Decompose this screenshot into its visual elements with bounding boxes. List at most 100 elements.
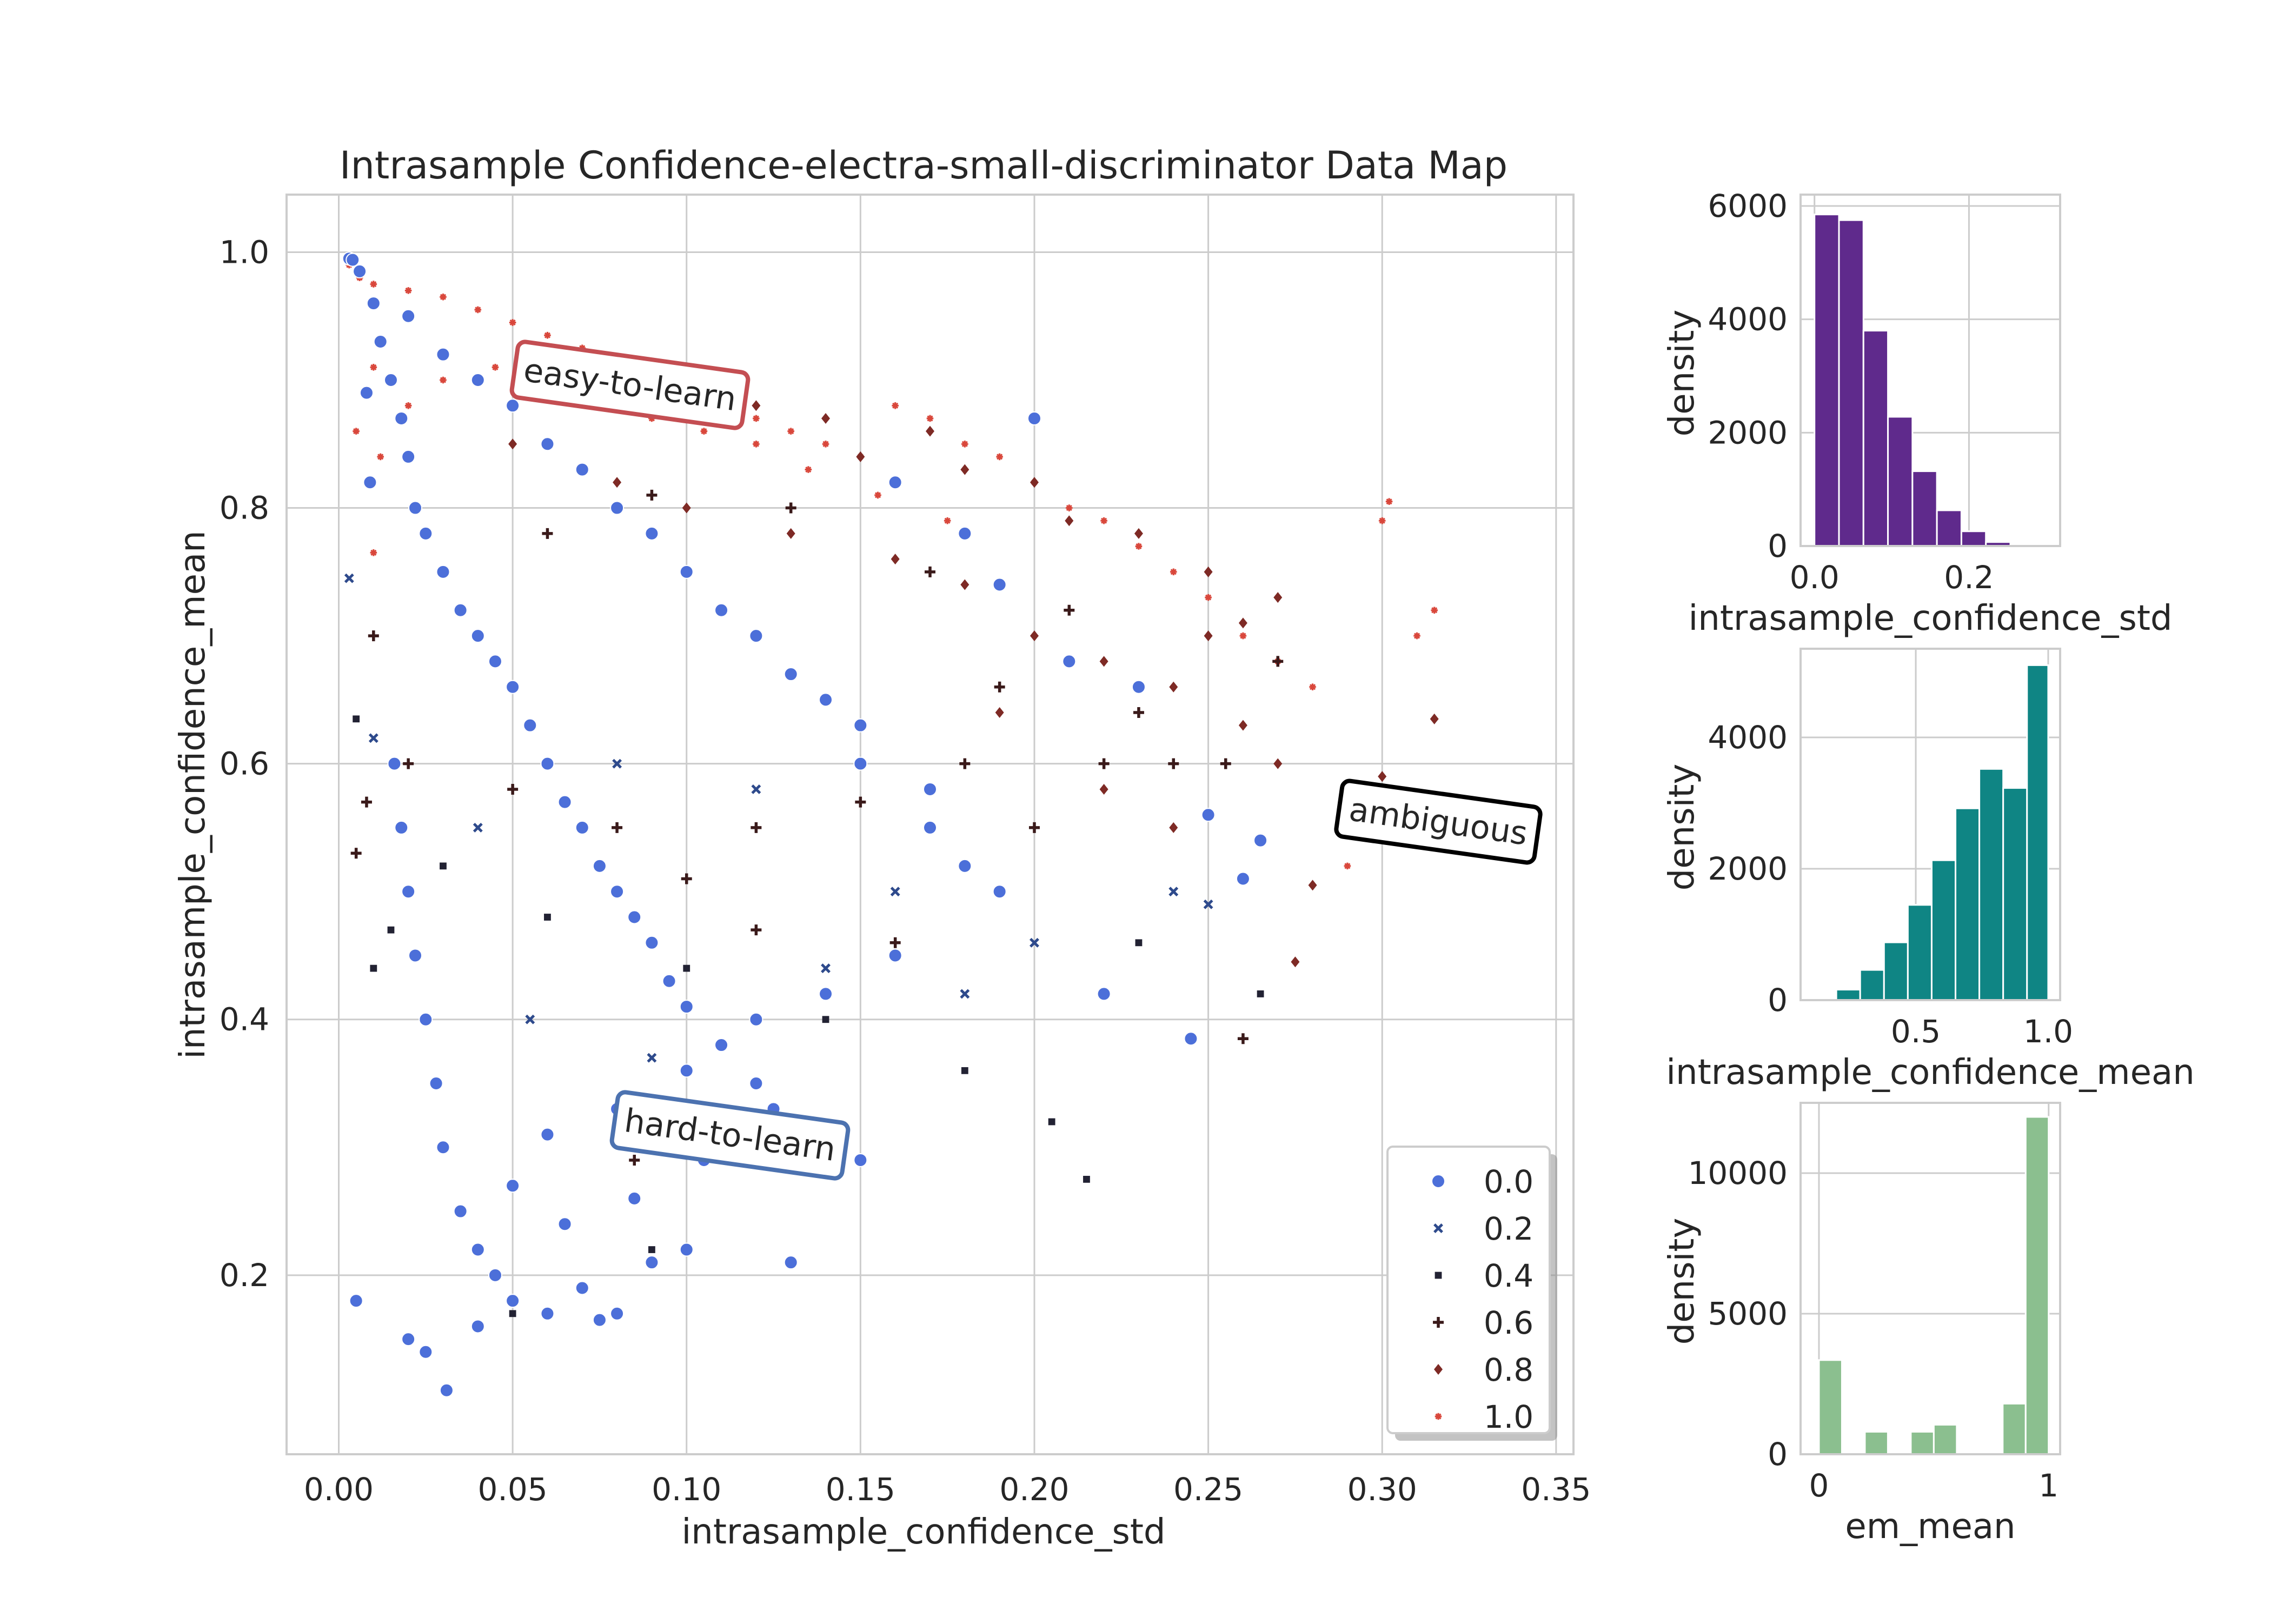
y-tick-label: 4000 [1708, 719, 1788, 756]
data-point [541, 757, 554, 770]
data-point [854, 757, 867, 770]
data-point-shape [993, 885, 1006, 898]
data-point [1066, 504, 1073, 511]
data-point [996, 454, 1003, 461]
data-point-shape [559, 1217, 572, 1230]
data-point-shape [402, 450, 415, 463]
data-point [944, 517, 951, 524]
data-point-shape [402, 310, 415, 323]
data-point-shape [1205, 594, 1212, 601]
data-point-shape [961, 441, 968, 448]
data-point-shape [753, 415, 760, 422]
legend-label: 0.6 [1484, 1304, 1533, 1341]
data-point [874, 492, 881, 499]
data-point [405, 402, 412, 409]
y-tick-label: 0.6 [220, 746, 269, 782]
histogram-bar [1819, 1360, 1842, 1454]
data-point [454, 1205, 467, 1218]
data-point [489, 1269, 502, 1282]
histogram-bar [1931, 860, 1955, 1000]
data-point [419, 527, 432, 540]
histogram-bar [1839, 220, 1863, 546]
data-point [377, 454, 384, 461]
data-point-shape [1083, 1176, 1090, 1183]
data-point-shape [715, 1039, 728, 1051]
data-point-shape [559, 796, 572, 809]
y-tick-label: 4000 [1708, 301, 1788, 338]
data-point-shape [1136, 543, 1143, 550]
histogram-bar [2027, 665, 2048, 1000]
data-point-shape [593, 860, 606, 873]
data-point [353, 428, 360, 435]
data-point-shape [576, 1281, 589, 1294]
data-point [683, 965, 690, 972]
data-point-shape [440, 377, 447, 384]
data-point [419, 1346, 432, 1359]
data-point [523, 719, 536, 732]
y-tick-label: 0.2 [220, 1257, 269, 1294]
data-point-shape [440, 294, 447, 301]
x-tick-label: 0.05 [478, 1471, 548, 1508]
data-point [854, 719, 867, 732]
data-point-shape [701, 428, 708, 435]
data-point-shape [683, 965, 690, 972]
data-point-shape [889, 476, 902, 489]
data-point [576, 463, 589, 476]
data-point-shape [1344, 863, 1351, 870]
data-point-shape [541, 1307, 554, 1320]
data-point-shape [749, 1077, 762, 1090]
legend-label: 1.0 [1484, 1399, 1533, 1435]
data-point [927, 415, 934, 422]
data-point-shape [1237, 873, 1250, 886]
data-point [645, 1256, 658, 1269]
data-point-shape [1413, 633, 1420, 640]
data-point [1028, 412, 1041, 425]
data-point [409, 502, 422, 515]
data-point [353, 715, 360, 722]
legend-marker [1435, 1413, 1442, 1420]
data-point-shape [576, 821, 589, 834]
data-point-shape [1431, 607, 1438, 614]
legend-marker-shape [1435, 1413, 1442, 1420]
data-point [1202, 808, 1215, 821]
data-point [663, 975, 676, 988]
data-point [958, 860, 971, 873]
data-point-shape [370, 965, 377, 972]
data-point [472, 1320, 484, 1333]
data-point-shape [370, 281, 377, 288]
data-point-shape [374, 335, 387, 348]
data-point [749, 1077, 762, 1090]
y-tick-label: 0 [1768, 982, 1788, 1019]
data-point [405, 287, 412, 294]
data-point [430, 1077, 443, 1090]
data-point [924, 783, 937, 796]
data-point-shape [541, 1128, 554, 1141]
data-point-shape [472, 629, 484, 642]
data-point [892, 402, 899, 409]
data-point [1237, 873, 1250, 886]
data-point-shape [805, 466, 812, 473]
data-point-shape [610, 885, 623, 898]
histogram-bar [1956, 808, 1980, 1000]
data-point-shape [436, 1141, 449, 1154]
data-point [474, 307, 481, 314]
data-point [395, 821, 408, 834]
data-point-shape [506, 1179, 519, 1192]
data-point [402, 885, 415, 898]
data-point [454, 604, 467, 617]
data-point-shape [927, 415, 934, 422]
data-point [1386, 498, 1393, 505]
data-point-shape [454, 604, 467, 617]
data-point [889, 476, 902, 489]
x-axis-label: intrasample_confidence_std [681, 1512, 1165, 1552]
data-point-shape [388, 927, 395, 934]
data-point [370, 364, 377, 371]
y-axis-label: density [1662, 310, 1702, 437]
data-point [559, 796, 572, 809]
y-tick-label: 0 [1768, 1436, 1788, 1473]
data-point [388, 927, 395, 934]
data-point-shape [541, 437, 554, 450]
data-point-shape [715, 604, 728, 617]
data-point [1240, 633, 1247, 640]
